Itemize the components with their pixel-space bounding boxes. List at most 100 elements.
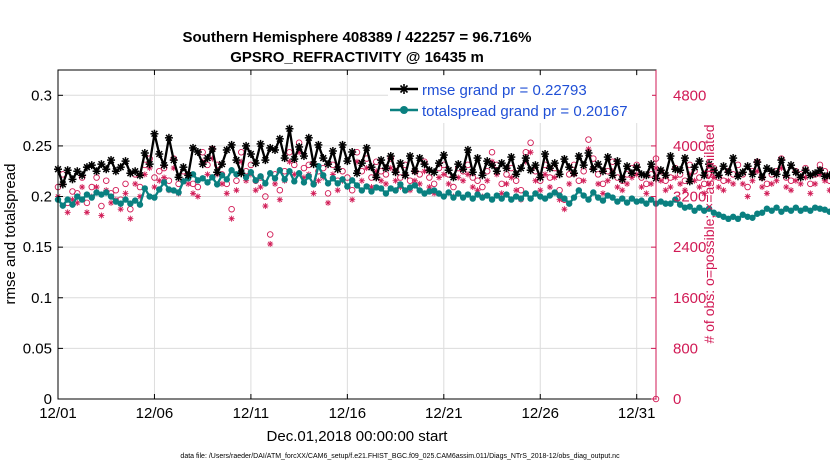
obs-assimilated-point [310,190,317,197]
legend-spread-label: totalspread grand pr = 0.20167 [422,103,628,120]
totalspread-point [426,188,433,195]
obs-assimilated-point [681,187,688,194]
legend: rmse grand pr = 0.22793 totalspread gran… [388,76,652,123]
totalspread-point [377,185,385,192]
totalspread-point [565,200,573,207]
rmse-point [671,165,680,174]
obs-possible-point [102,177,110,184]
y2-axis-label: # of obs: o=possible; ×=assimilated [701,124,717,343]
obs-assimilated-point [257,184,264,191]
totalspread-point [368,188,375,195]
legend-box [388,76,652,123]
rmse-point [632,163,641,172]
rmse-point [227,140,236,149]
rmse-point [304,133,313,142]
totalspread-point [647,196,655,203]
totalspread-point [792,204,800,211]
totalspread-point [672,196,679,203]
obs-assimilated-point [720,187,727,194]
totalspread-point [710,209,718,216]
obs-assimilated-point [797,180,804,187]
obs-assimilated-point [580,177,587,184]
rmse-point [68,175,77,184]
rmse-point [488,161,497,170]
totalspread-point [373,184,380,191]
rmse-point [160,161,169,170]
totalspread-point [291,178,298,185]
obs-possible-point [93,174,100,181]
legend-spread-marker [400,106,408,114]
totalspread-point [310,181,317,188]
rmse-point [232,156,241,165]
obs-assimilated-point [272,180,279,187]
rmse-point [246,150,255,159]
rmse-point [695,157,704,166]
rmse-point [420,160,429,169]
rmse-point [589,165,598,174]
obs-assimilated-point [228,215,235,222]
rmse-point [410,167,419,176]
obs-possible-point [112,186,120,194]
obs-assimilated-point [117,206,124,213]
rmse-point [430,168,439,177]
rmse-point [256,139,265,148]
rmse-point [381,164,390,173]
rmse-point [685,177,694,186]
totalspread-point [783,205,790,212]
obs-possible-point [527,139,534,147]
x-tick-label: 12/26 [521,405,559,422]
obs-assimilated-point [218,180,225,187]
obs-assimilated-point [151,184,158,191]
obs-assimilated-point [730,180,737,187]
totalspread-point [411,182,419,189]
obs-possible-point [503,171,510,178]
rmse-point [213,168,222,177]
rmse-point [449,173,458,182]
rmse-point [492,167,501,176]
obs-assimilated-point [416,180,423,187]
totalspread-point [83,191,91,198]
rmse-point [709,166,718,175]
rmse-point [782,171,791,180]
totalspread-point [189,171,197,178]
obs-assimilated-point [513,187,520,194]
obs-assimilated-point [358,177,365,184]
rmse-point [174,173,183,182]
obs-assimilated-point [79,184,86,191]
totalspread-point [508,196,515,203]
obs-possible-point [305,161,313,169]
totalspread-point [382,190,390,197]
rmse-point [545,164,554,173]
totalspread-point [339,176,346,183]
obs-assimilated-point [657,177,664,184]
totalspread-point [686,203,693,210]
totalspread-point [594,194,602,201]
totalspread-point [459,194,467,201]
totalspread-point [170,187,177,194]
totalspread-point [344,183,351,190]
totalspread-point [252,177,259,184]
rmse-point [107,156,116,165]
rmse-point [801,166,810,175]
y-tick-label: 0.05 [23,340,52,357]
totalspread-point [797,207,804,214]
totalspread-point [778,208,785,215]
rmse-point [444,166,453,175]
rmse-point [135,171,144,180]
obs-assimilated-point [788,187,795,194]
rmse-point [550,159,559,168]
chart-title-line2: GPSRO_REFRACTIVITY @ 16435 m [230,49,484,66]
totalspread-point [455,190,462,197]
rmse-point [454,160,463,169]
rmse-point [261,156,270,165]
totalspread-point [59,202,67,209]
rmse-point [333,165,342,174]
obs-possible-point [705,171,713,178]
obs-possible-point [262,193,269,200]
obs-assimilated-point [537,187,544,194]
totalspread-point [537,193,544,200]
plot-series [54,124,830,403]
obs-assimilated-point [127,215,134,222]
rmse-point [309,160,318,169]
rmse-point [555,170,564,179]
